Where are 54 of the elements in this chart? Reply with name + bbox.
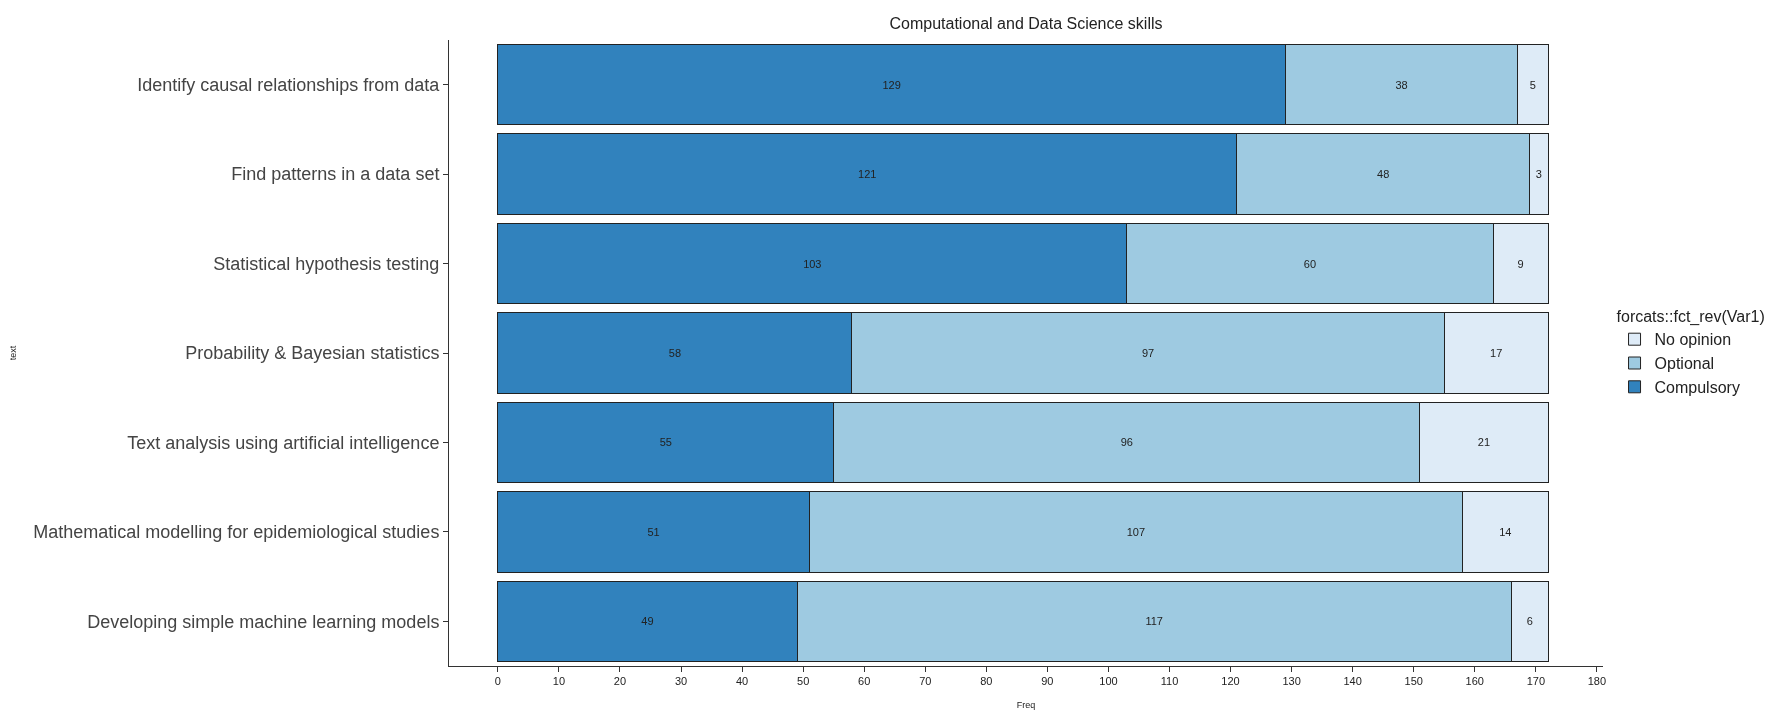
x-tick-label: 130 bbox=[1282, 675, 1301, 688]
x-tick-label: 120 bbox=[1221, 675, 1240, 688]
data-label: 97 bbox=[1141, 347, 1155, 359]
x-tick-label: 80 bbox=[980, 675, 993, 688]
data-label: 6 bbox=[1526, 615, 1533, 628]
y-tick-label: Probability & Bayesian statistics bbox=[185, 343, 440, 364]
data-label: 55 bbox=[659, 436, 672, 449]
y-tick-label: Find patterns in a data set bbox=[231, 164, 440, 185]
data-label: 9 bbox=[1517, 257, 1524, 270]
data-label: 117 bbox=[1145, 615, 1163, 628]
data-label: 96 bbox=[1120, 436, 1133, 449]
data-label: 5 bbox=[1529, 78, 1536, 91]
x-tick-label: 60 bbox=[858, 675, 871, 688]
legend-label: Compulsory bbox=[1654, 379, 1740, 397]
x-tick-label: 0 bbox=[494, 675, 501, 688]
x-tick-label: 30 bbox=[674, 675, 688, 688]
data-label: 14 bbox=[1499, 525, 1512, 538]
y-tick-label: Statistical hypothesis testing bbox=[213, 253, 440, 274]
data-label: 17 bbox=[1490, 347, 1503, 359]
x-tick-label: 170 bbox=[1526, 675, 1546, 688]
x-tick-label: 10 bbox=[552, 675, 566, 688]
data-label: 58 bbox=[668, 347, 682, 359]
x-tick-label: 90 bbox=[1041, 675, 1054, 688]
data-label: 49 bbox=[641, 615, 654, 628]
legend-label: No opinion bbox=[1654, 331, 1732, 349]
legend-title: forcats::fct_rev(Var1) bbox=[1616, 308, 1765, 327]
y-axis-title: text bbox=[7, 345, 18, 361]
legend-label: Optional bbox=[1654, 355, 1715, 373]
x-tick-label: 70 bbox=[919, 675, 932, 688]
x-tick-label: 50 bbox=[797, 675, 810, 688]
x-tick-label: 140 bbox=[1343, 675, 1362, 688]
chart-title: Computational and Data Science skills bbox=[889, 15, 1163, 33]
x-tick-label: 150 bbox=[1404, 675, 1423, 688]
data-label: 38 bbox=[1395, 78, 1408, 91]
x-tick-label: 100 bbox=[1099, 675, 1118, 688]
data-label: 121 bbox=[858, 168, 877, 181]
data-label: 107 bbox=[1126, 525, 1146, 538]
data-label: 60 bbox=[1303, 257, 1317, 270]
data-label: 129 bbox=[882, 78, 901, 91]
x-tick-label: 180 bbox=[1587, 675, 1607, 688]
y-tick-label: Developing simple machine learning models bbox=[87, 611, 440, 632]
data-label: 21 bbox=[1477, 436, 1491, 449]
y-tick-label: Text analysis using artificial intelligence bbox=[127, 432, 440, 453]
x-tick-label: 40 bbox=[735, 675, 749, 688]
data-label: 51 bbox=[647, 525, 660, 538]
x-tick-label: 160 bbox=[1465, 675, 1484, 688]
data-label: 103 bbox=[803, 257, 822, 270]
data-label: 3 bbox=[1535, 168, 1542, 181]
x-tick-label: 20 bbox=[613, 675, 627, 688]
x-tick-label: 110 bbox=[1160, 675, 1179, 688]
data-label: 48 bbox=[1377, 168, 1390, 181]
y-tick-label: Identify causal relationships from data bbox=[137, 75, 441, 96]
y-tick-label: Mathematical modelling for epidemiological studies bbox=[33, 522, 440, 543]
x-axis-title: Freq bbox=[1016, 700, 1036, 710]
